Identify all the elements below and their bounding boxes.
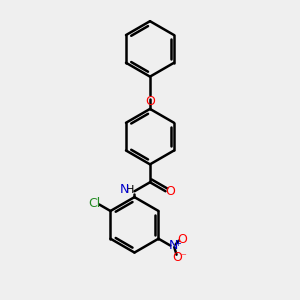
Text: ⁻: ⁻ bbox=[180, 252, 186, 262]
Text: H: H bbox=[126, 185, 134, 195]
Text: Cl: Cl bbox=[88, 197, 100, 210]
Text: N: N bbox=[120, 183, 129, 196]
Text: O: O bbox=[177, 233, 187, 246]
Text: O: O bbox=[145, 95, 155, 108]
Text: +: + bbox=[174, 239, 181, 248]
Text: N: N bbox=[169, 239, 178, 252]
Text: O: O bbox=[165, 185, 175, 198]
Text: O: O bbox=[172, 251, 182, 264]
